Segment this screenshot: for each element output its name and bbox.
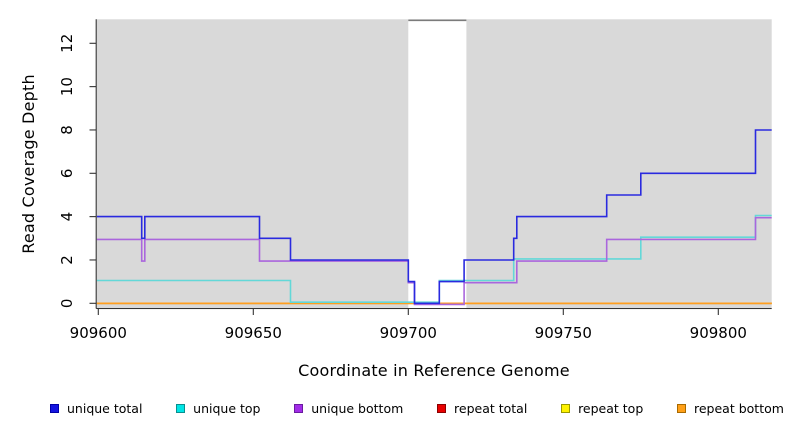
legend-item-unique-bottom: unique bottom — [294, 401, 403, 416]
legend-swatch-unique-total — [50, 403, 59, 413]
svg-text:12: 12 — [58, 34, 76, 53]
coverage-lines — [96, 129, 772, 306]
svg-text:6: 6 — [58, 169, 76, 179]
y-axis-title: Read Coverage Depth — [19, 74, 38, 254]
legend-item-repeat-top: repeat top — [561, 401, 643, 416]
legend-swatch-repeat-top — [561, 403, 571, 413]
legend-label-unique-bottom: unique bottom — [311, 400, 404, 416]
legend-swatch-repeat-total — [437, 403, 447, 413]
svg-text:8: 8 — [58, 125, 76, 135]
x-axis-title: Coordinate in Reference Genome — [298, 361, 570, 380]
legend-label-unique-total: unique total — [67, 400, 143, 416]
legend-item-repeat-total: repeat total — [437, 401, 527, 416]
legend-item-repeat-bottom: repeat bottom — [677, 401, 784, 416]
legend-item-unique-total: unique total — [50, 401, 142, 416]
svg-text:909800: 909800 — [690, 324, 747, 342]
legend-swatch-repeat-bottom — [677, 403, 686, 413]
svg-text:909650: 909650 — [225, 324, 282, 342]
svg-text:909700: 909700 — [380, 324, 437, 342]
legend-label-repeat-total: repeat total — [454, 400, 528, 416]
svg-text:2: 2 — [58, 255, 76, 265]
axes: 909600 909650 909700 909750 909800 0 2 4 6 8 10 12 — [58, 19, 772, 342]
legend-label-repeat-top: repeat top — [578, 400, 644, 416]
legend: unique total unique top unique bottom re… — [50, 397, 784, 419]
legend-swatch-unique-bottom — [294, 403, 304, 413]
chart-canvas: 909600 909650 909700 909750 909800024681012 … — [19, 19, 772, 380]
plot-background — [96, 19, 772, 310]
svg-text:10: 10 — [58, 77, 76, 96]
svg-text:909750: 909750 — [535, 324, 592, 342]
svg-text:4: 4 — [58, 212, 76, 222]
legend-label-unique-top: unique top — [193, 400, 261, 416]
svg-text:0: 0 — [58, 299, 76, 309]
svg-text:909600: 909600 — [70, 324, 127, 342]
legend-item-unique-top: unique top — [176, 401, 260, 416]
legend-swatch-unique-top — [176, 403, 186, 413]
legend-label-repeat-bottom: repeat bottom — [694, 400, 784, 416]
